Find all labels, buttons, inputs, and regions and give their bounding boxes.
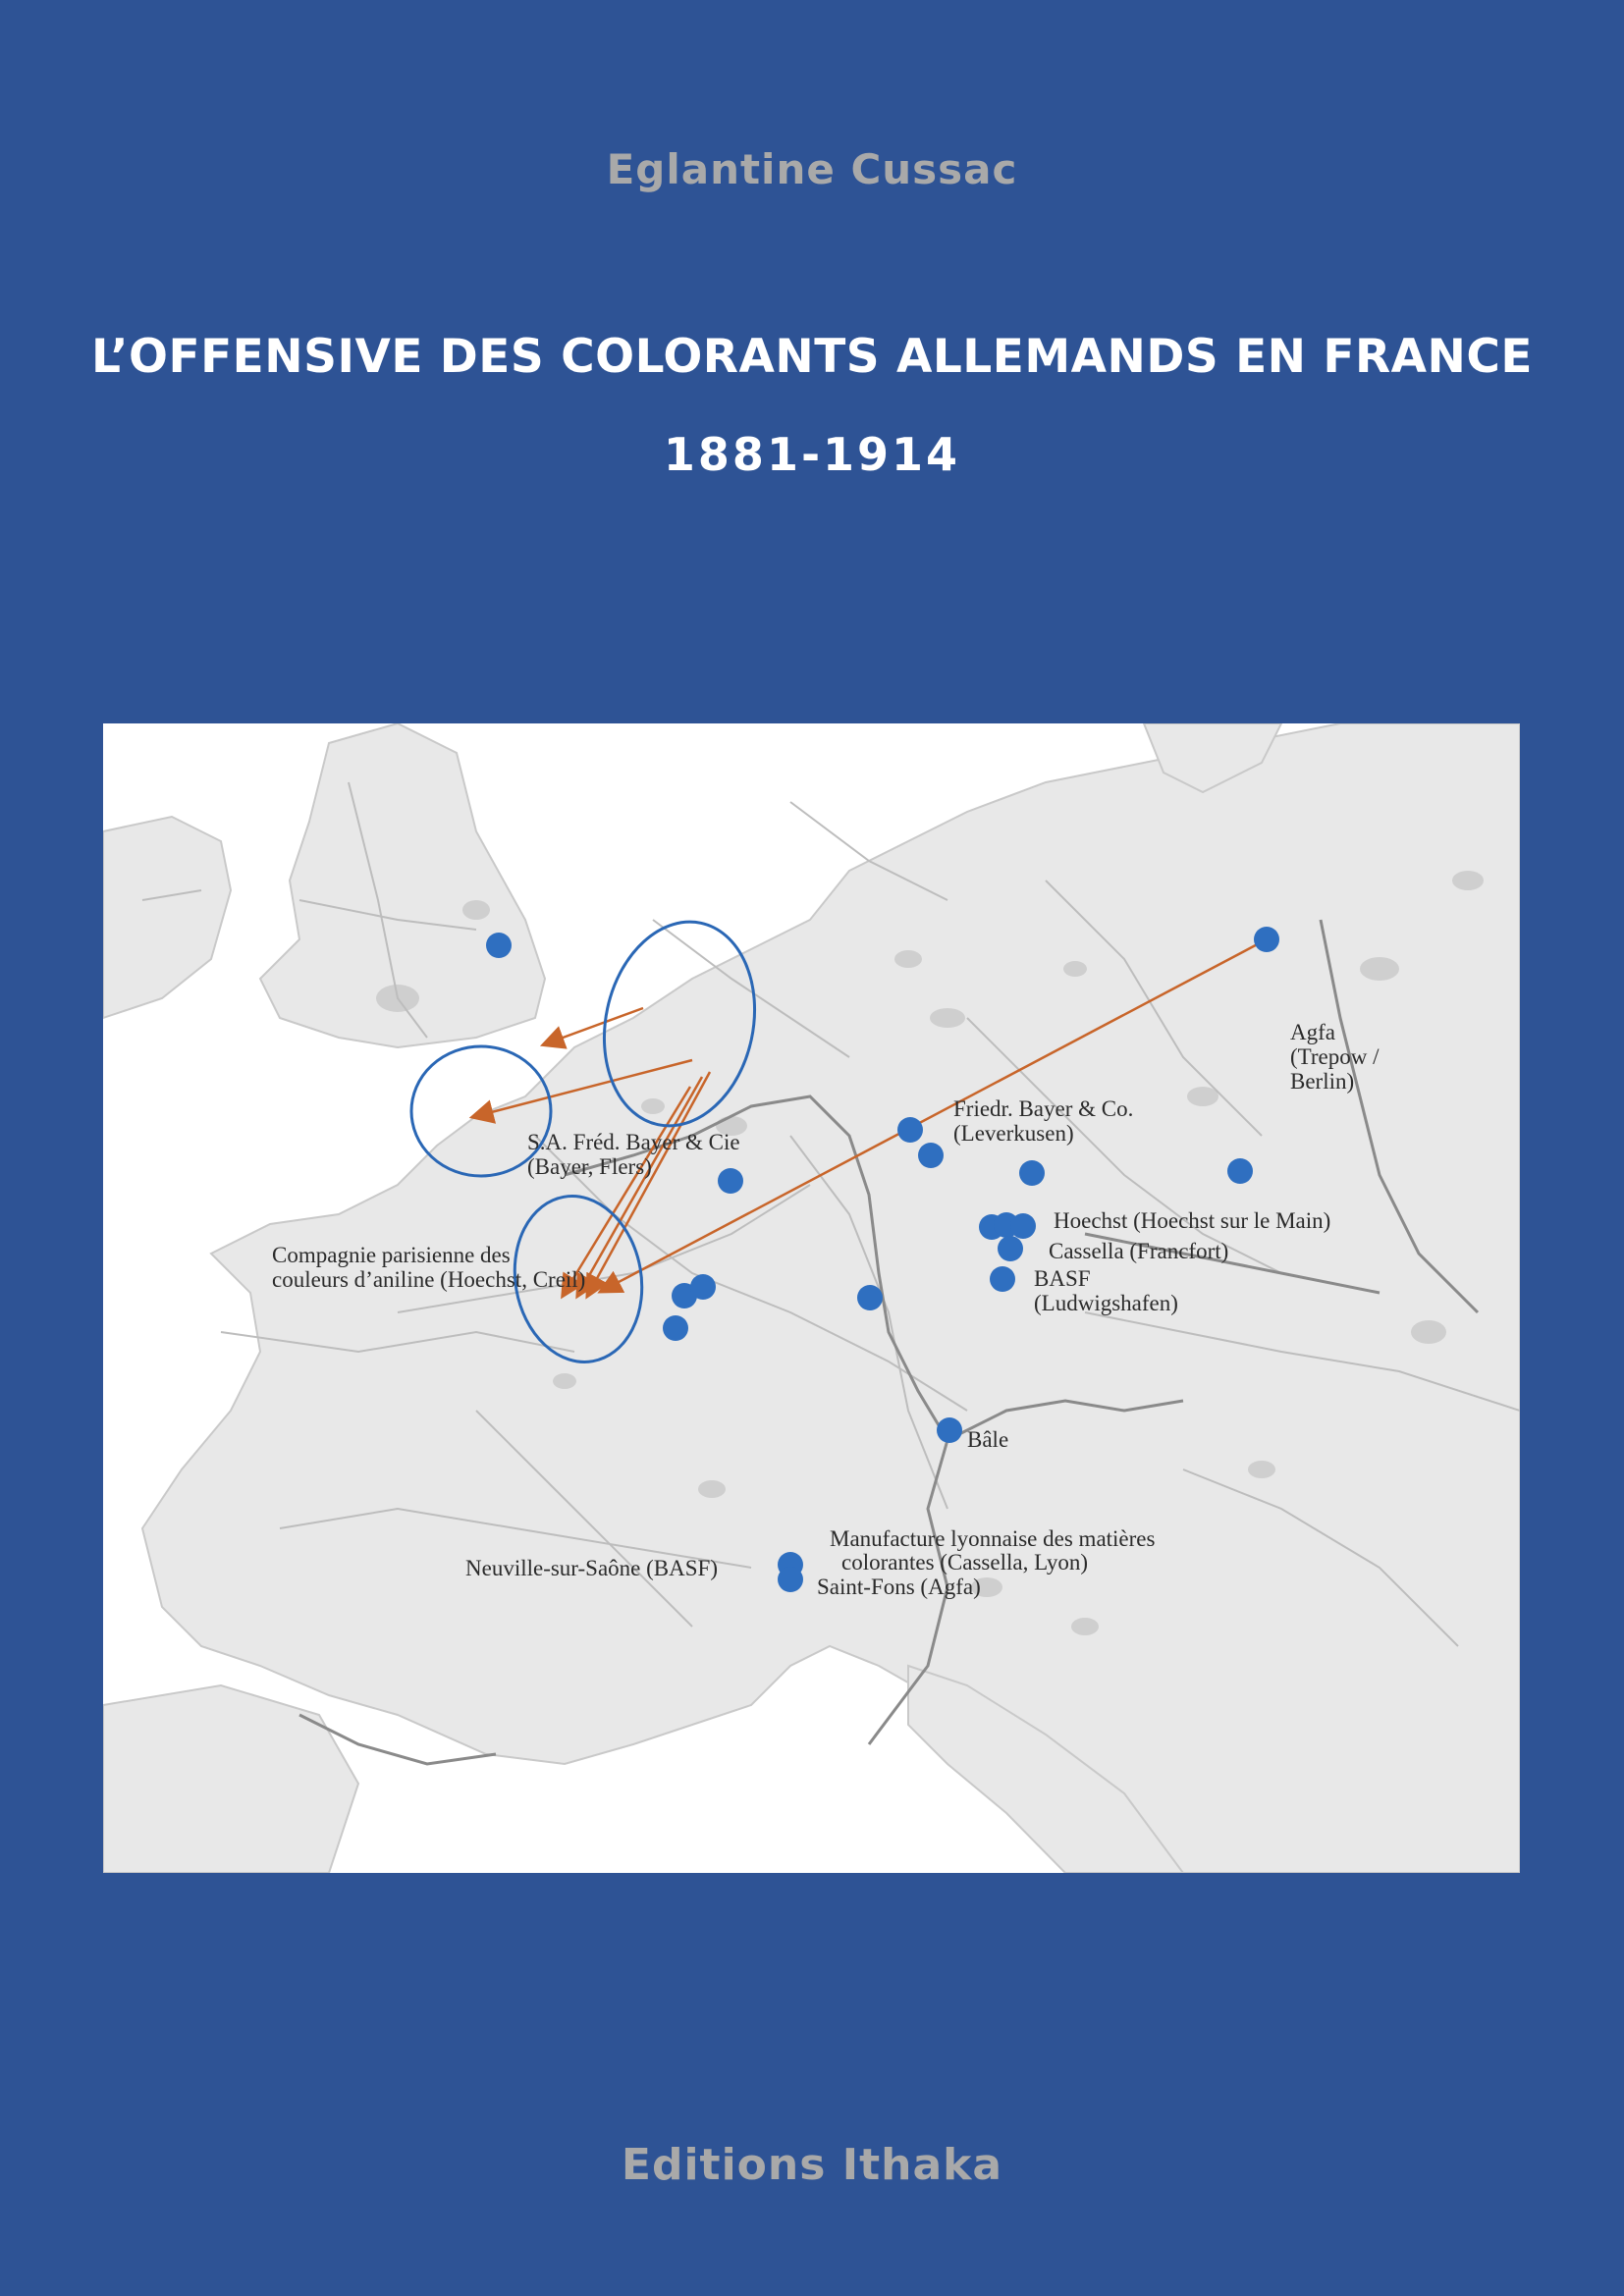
book-title: L’OFFENSIVE DES COLORANTS ALLEMANDS EN F… — [91, 330, 1533, 384]
book-years: 1881-1914 — [663, 428, 961, 481]
arrow-cassella — [575, 1076, 704, 1300]
marker-rhine — [1019, 1160, 1045, 1186]
marker-agfa — [1254, 927, 1279, 952]
label-hoechst: Hoechst (Hoechst sur le Main) — [1054, 1208, 1330, 1233]
arrows-group — [468, 937, 1268, 1300]
label-agfa-2: (Trepow / — [1290, 1044, 1380, 1069]
label-bayer-flers-2: (Bayer, Flers) — [527, 1154, 652, 1179]
marker-east-france — [857, 1285, 883, 1310]
publisher-name: Editions Ithaka — [621, 2140, 1003, 2190]
circle-paris — [409, 1044, 553, 1178]
label-basf-2: (Ludwigshafen) — [1034, 1291, 1178, 1315]
label-manufacture-1: Manufacture lyonnaise des matières — [830, 1526, 1156, 1551]
marker-bayer-lev-2 — [918, 1143, 944, 1168]
circle-lyon — [513, 1195, 644, 1363]
land-iberia — [103, 1683, 360, 1873]
label-saint-fons: Saint-Fons (Agfa) — [817, 1575, 981, 1599]
marker-creil-3 — [663, 1315, 688, 1341]
markers-group — [486, 927, 1279, 1592]
land-great-britain — [258, 723, 547, 1049]
map-labels: Agfa (Trepow / Berlin) Friedr. Bayer & C… — [272, 1020, 1380, 1599]
label-neuville: Neuville-sur-Saône (BASF) — [465, 1556, 718, 1580]
label-compagnie-1: Compagnie parisienne des — [272, 1243, 511, 1267]
marker-bayer-lev — [897, 1117, 923, 1143]
land-continent — [140, 723, 1520, 1873]
marker-creil-2 — [690, 1274, 716, 1300]
marker-flers — [718, 1168, 743, 1194]
label-agfa-3: Berlin) — [1290, 1069, 1354, 1094]
land-ireland — [103, 815, 233, 1020]
label-bayer-lev-1: Friedr. Bayer & Co. — [953, 1096, 1133, 1121]
europe-map-illustration: Agfa (Trepow / Berlin) Friedr. Bayer & C… — [103, 723, 1520, 1873]
landmass-group — [103, 723, 1520, 1873]
arrow-bayer — [539, 1006, 644, 1049]
label-manufacture-2: colorantes (Cassella, Lyon) — [841, 1550, 1088, 1575]
label-bale: Bâle — [967, 1427, 1008, 1452]
marker-east — [1227, 1158, 1253, 1184]
arrow-basf — [561, 1086, 692, 1300]
author-name: Eglantine Cussac — [606, 145, 1018, 193]
label-basf-1: BASF — [1034, 1266, 1091, 1291]
land-italy — [907, 1664, 1185, 1873]
label-agfa-1: Agfa — [1290, 1020, 1335, 1044]
arrow-agfa — [597, 937, 1268, 1294]
circle-rhine — [602, 920, 757, 1128]
label-cassella: Cassella (Francfort) — [1049, 1239, 1228, 1263]
label-bayer-lev-2: (Leverkusen) — [953, 1121, 1074, 1146]
land-scandinavia — [1142, 723, 1283, 794]
marker-basf — [990, 1266, 1015, 1292]
marker-bale — [937, 1417, 962, 1443]
label-bayer-flers-1: S.A. Fréd. Bayer & Cie — [527, 1130, 740, 1154]
label-compagnie-2: couleurs d’aniline (Hoechst, Creil) — [272, 1267, 585, 1292]
marker-britain — [486, 933, 512, 958]
marker-hoechst-3 — [1010, 1213, 1036, 1239]
arrow-cassella-2 — [585, 1071, 712, 1300]
marker-cassella — [998, 1236, 1023, 1261]
circles-group — [409, 920, 757, 1363]
cover-map: Agfa (Trepow / Berlin) Friedr. Bayer & C… — [103, 723, 1520, 1873]
arrow-hoechst — [468, 1058, 693, 1124]
marker-lyon-2 — [778, 1567, 803, 1592]
